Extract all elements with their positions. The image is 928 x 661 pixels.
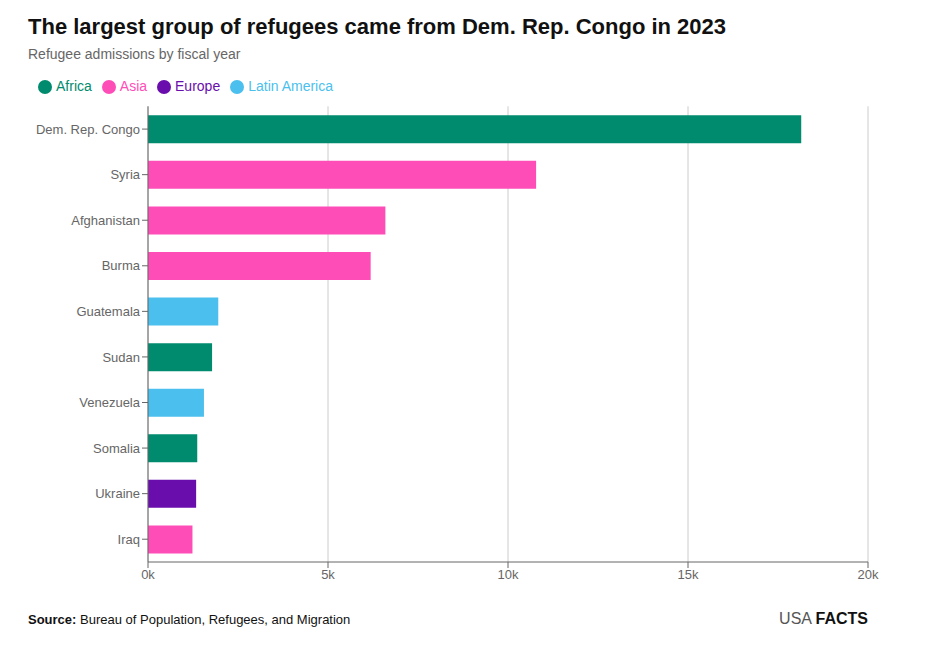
svg-text:Syria: Syria — [110, 167, 140, 182]
svg-text:20k: 20k — [858, 567, 879, 582]
html-text:Latin America: Latin America — [248, 78, 333, 94]
svg-text:Venezuela: Venezuela — [79, 395, 140, 410]
svg-text:0k: 0k — [141, 567, 155, 582]
svg-text:Sudan: Sudan — [102, 350, 140, 365]
html-text:Source: Bureau of Population,: Source: Bureau of Population, Refugees, … — [28, 612, 351, 627]
svg-text:Afghanistan: Afghanistan — [71, 213, 140, 228]
svg-text:15k: 15k — [678, 567, 699, 582]
html-text:USA FACTS: USA FACTS — [779, 610, 868, 627]
svg-text:Iraq: Iraq — [118, 532, 140, 547]
svg-text:Guatemala: Guatemala — [76, 304, 140, 319]
html-text:Refugee admissions by fiscal y: Refugee admissions by fiscal year — [28, 46, 241, 62]
svg-text:5k: 5k — [321, 567, 335, 582]
html-text:Asia: Asia — [119, 78, 147, 94]
html-text:Africa: Africa — [56, 78, 92, 94]
svg-text:Ukraine: Ukraine — [95, 486, 140, 501]
html-text:Europe: Europe — [175, 78, 221, 94]
svg-text:Burma: Burma — [102, 258, 141, 273]
svg-text:Somalia: Somalia — [93, 441, 141, 456]
html-text:The largest group of refugees: The largest group of refugees came from … — [28, 14, 726, 39]
svg-text:10k: 10k — [498, 567, 519, 582]
svg-text:Dem. Rep. Congo: Dem. Rep. Congo — [36, 122, 140, 137]
